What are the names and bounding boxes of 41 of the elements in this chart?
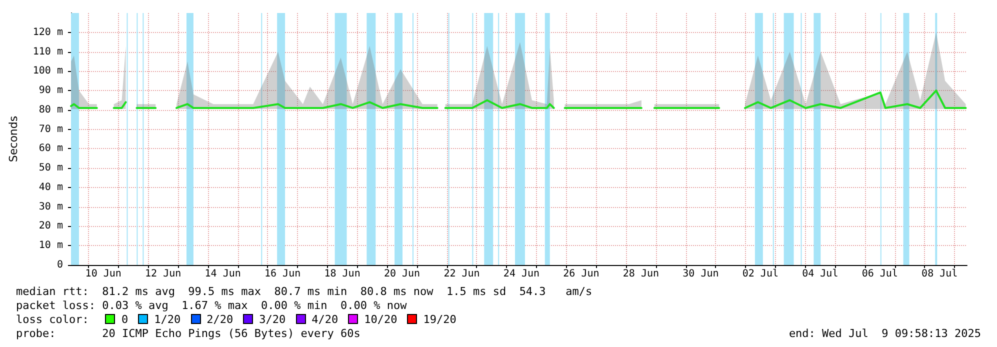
y-tick-label: 50 m — [38, 162, 63, 174]
text: loss color: — [16, 313, 90, 326]
x-tick-label: 20 Jun — [384, 268, 420, 280]
x-tick-label: 26 Jun — [563, 268, 600, 280]
x-tick-label: 04 Jul — [802, 268, 838, 280]
y-tick-label: 10 m — [38, 240, 63, 252]
y-tick-label: 60 m — [38, 143, 63, 154]
x-tick-label: 08 Jul — [922, 268, 958, 280]
x-tick-label: 24 Jun — [503, 268, 540, 280]
text: 10/20 — [364, 313, 398, 326]
x-tick-label: 02 Jul — [742, 268, 778, 280]
text: probe: 20 ICMP Echo Pings (56 Bytes) every 60s — [16, 327, 360, 340]
y-tick-label: 120 m — [32, 26, 63, 38]
y-tick-label: 70 m — [38, 124, 63, 135]
y-tick-label: 90 m — [38, 85, 63, 96]
y-tick-label: 100 m — [32, 66, 63, 77]
y-tick-label: 40 m — [38, 182, 63, 193]
y-axis-title: Seconds — [7, 116, 20, 162]
text: 3/20 — [259, 313, 286, 326]
y-tick-label: 20 m — [38, 220, 63, 232]
x-tick-label: 10 Jun — [85, 268, 122, 280]
text: 19/20 — [423, 313, 456, 326]
text: 4/20 — [312, 313, 338, 326]
x-tick-label: 18 Jun — [324, 268, 360, 280]
text: 2/20 — [206, 313, 234, 326]
y-tick-label: 0 — [56, 260, 63, 270]
x-tick-label: 16 Jun — [264, 268, 301, 280]
text: median rtt: 81.2 ms avg 99.5 ms max 80.7 ms min 80.8 ms now 1.5 ms sd 54.3 am/s — [16, 285, 592, 298]
y-tick-label: 80 m — [38, 104, 63, 116]
text: packet loss: 0.03 % avg 1.67 % max 0.00 % min 0.00 % now — [16, 299, 407, 312]
text: 0 — [121, 313, 128, 326]
y-tick-label: 30 m — [38, 201, 63, 212]
x-tick-label: 06 Jul — [862, 268, 898, 280]
text: 1/20 — [154, 313, 181, 326]
x-tick-label: 14 Jun — [204, 268, 241, 280]
x-tick-label: 12 Jun — [145, 268, 182, 280]
x-tick-label: 28 Jun — [622, 268, 660, 280]
y-tick-label: 110 m — [32, 46, 63, 58]
x-tick-label: 22 Jun — [444, 268, 480, 280]
text: end: Wed Jul 9 09:58:13 2025 — [788, 327, 981, 341]
x-tick-label: 30 Jun — [682, 268, 719, 280]
